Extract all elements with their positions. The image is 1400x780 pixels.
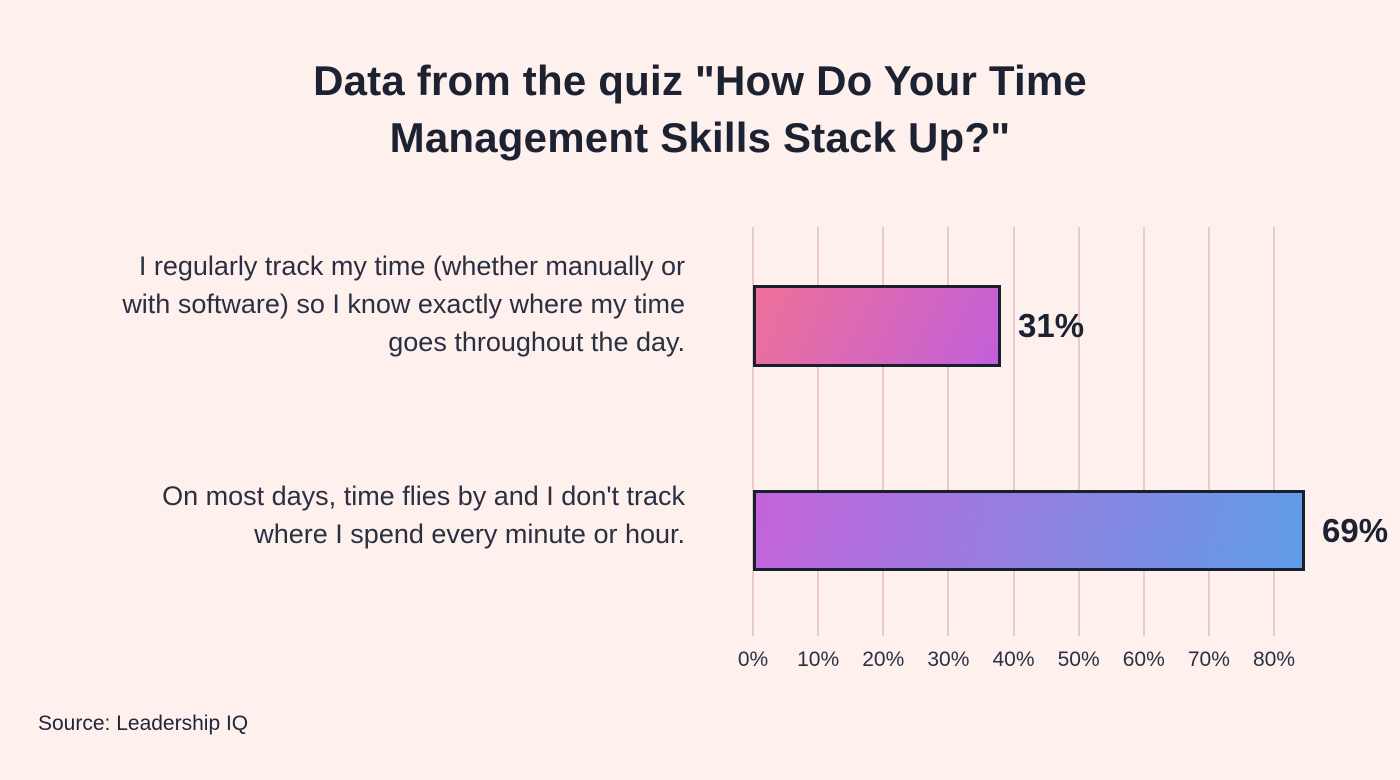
gridline bbox=[882, 227, 885, 636]
chart-title: Data from the quiz "How Do Your Time Man… bbox=[313, 57, 1087, 162]
x-tick-label: 10% bbox=[797, 648, 840, 671]
bar-value-label: 31% bbox=[1018, 307, 1085, 344]
x-tick-label: 60% bbox=[1122, 648, 1165, 671]
gridline bbox=[752, 227, 754, 636]
x-tick-label: 20% bbox=[862, 648, 905, 671]
x-tick-label: 70% bbox=[1187, 648, 1230, 671]
bar-time-flies bbox=[753, 490, 1305, 571]
x-tick-label: 0% bbox=[737, 648, 769, 671]
x-tick-label: 80% bbox=[1252, 648, 1296, 671]
x-tick-label: 40% bbox=[992, 648, 1035, 671]
x-tick-label: 30% bbox=[927, 648, 970, 671]
bar-value-label: 69% bbox=[1322, 511, 1389, 549]
bar-track-time bbox=[753, 285, 1001, 367]
source-credit: Source: Leadership IQ bbox=[38, 712, 249, 735]
gridline bbox=[1142, 227, 1145, 636]
category-label-track-time: I regularly track my time (whether manua… bbox=[122, 251, 685, 357]
gridline bbox=[1273, 227, 1275, 636]
category-label-time-flies: On most days, time flies by and I don't … bbox=[162, 481, 685, 549]
x-tick-label: 50% bbox=[1057, 648, 1100, 671]
gridline bbox=[1077, 227, 1080, 636]
x-axis: 0% 10% 20% 30% 40% 50% 60% 70% 80% bbox=[738, 648, 1295, 678]
bar-row: 31% bbox=[753, 285, 1393, 367]
bar-row: 69% bbox=[753, 490, 1393, 571]
gridline bbox=[1207, 227, 1210, 636]
gridline bbox=[1012, 227, 1015, 636]
gridline bbox=[817, 227, 820, 636]
plot-area: 31% 69% 0% 10% 20% 30% 40% 50% 60% 70% 80% bbox=[738, 227, 1388, 671]
gridline bbox=[947, 227, 950, 636]
